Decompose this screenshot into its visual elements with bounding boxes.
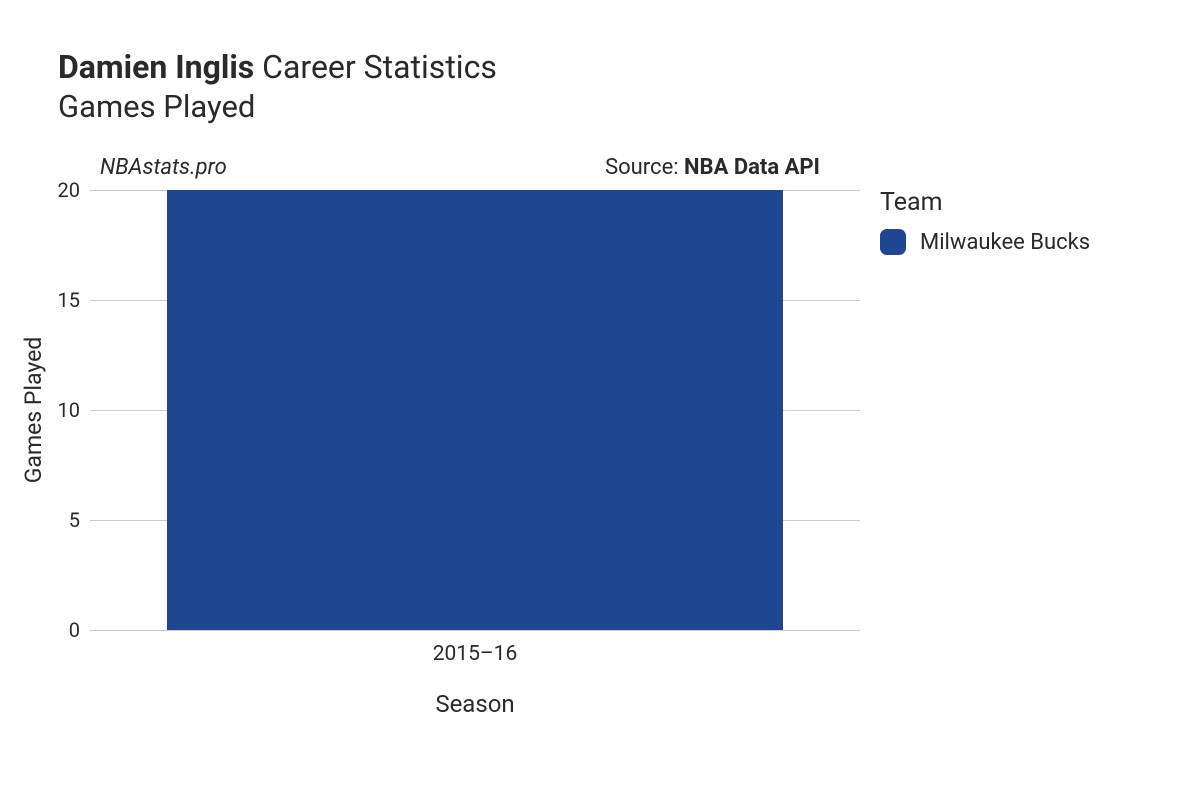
y-axis-label: Games Played bbox=[20, 337, 47, 483]
plot-area: 051015202015–16 bbox=[90, 190, 860, 630]
bar bbox=[167, 190, 783, 630]
x-axis-label: Season bbox=[435, 690, 514, 718]
source-credit: Source: NBA Data API bbox=[605, 155, 820, 180]
source-name: NBA Data API bbox=[684, 155, 820, 180]
chart-subtitle: Games Played bbox=[58, 88, 1142, 125]
legend-item: Milwaukee Bucks bbox=[880, 229, 1090, 255]
title-suffix: Career Statistics bbox=[262, 48, 497, 86]
chart-title-line1: Damien Inglis Career Statistics bbox=[58, 48, 1142, 86]
y-tick-label: 5 bbox=[69, 508, 80, 532]
y-tick-label: 0 bbox=[69, 618, 80, 642]
y-tick-label: 20 bbox=[58, 178, 80, 202]
player-name: Damien Inglis bbox=[58, 48, 254, 86]
x-tick-label: 2015–16 bbox=[433, 642, 518, 666]
y-tick-label: 15 bbox=[58, 288, 80, 312]
gridline bbox=[90, 630, 860, 631]
chart-header: Damien Inglis Career Statistics Games Pl… bbox=[58, 48, 1142, 125]
legend-items: Milwaukee Bucks bbox=[880, 229, 1090, 255]
legend-swatch bbox=[880, 229, 906, 255]
source-prefix: Source: bbox=[605, 155, 684, 180]
meta-row: NBAstats.pro Source: NBA Data API bbox=[100, 155, 820, 180]
y-tick-label: 10 bbox=[58, 398, 80, 422]
legend-title: Team bbox=[880, 188, 1090, 217]
legend-label: Milwaukee Bucks bbox=[920, 230, 1090, 255]
legend: Team Milwaukee Bucks bbox=[880, 188, 1090, 255]
site-credit: NBAstats.pro bbox=[100, 155, 227, 180]
